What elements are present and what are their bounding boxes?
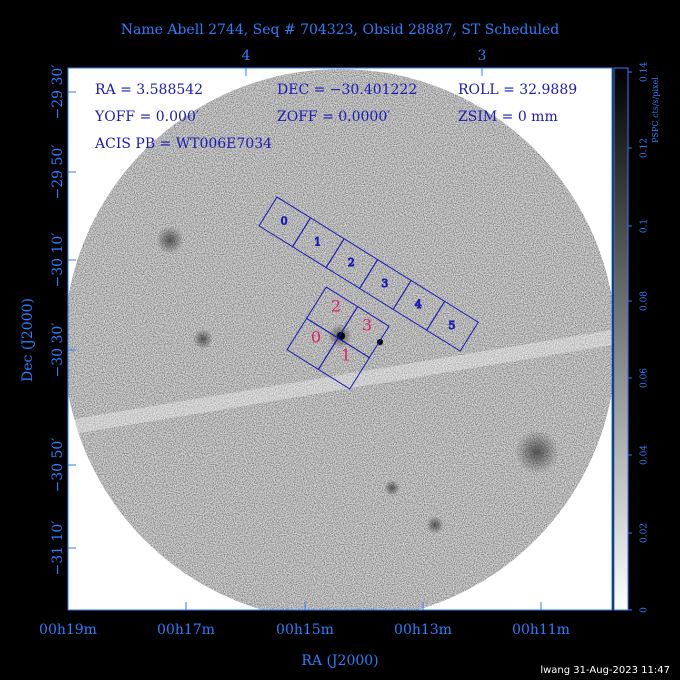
left-tick-label: −29 30′ [50,65,66,120]
colorbar-tick-label: 0.02 [640,523,650,543]
bottom-tick-label: 00h11m [512,622,570,638]
info-line: YOFF = 0.000′ [94,109,199,125]
chip-label: 0 [311,328,321,347]
chip-label: 1 [314,235,321,248]
y-axis-label: Dec (J2000) [20,298,36,382]
title: Name Abell 2744, Seq # 704323, Obsid 288… [121,22,560,38]
chip [426,300,479,352]
colorbar-tick-label: 0.04 [640,445,650,465]
info-line: ZOFF = 0.0000′ [277,109,390,125]
info-line: DEC = −30.401222 [277,82,417,98]
bottom-tick-label: 00h19m [39,622,97,638]
top-tick-label: 3 [478,48,487,64]
left-tick-label: −31 10′ [50,521,66,576]
chip-label: 2 [348,256,355,269]
chip-label: 4 [415,298,422,311]
colorbar-label: PSPC cts/s/pixel [651,77,660,143]
bottom-tick-label: 00h13m [394,622,452,638]
colorbar-tick-label: 0.14 [640,62,650,82]
info-line: ZSIM = 0 mm [458,109,558,125]
colorbar-tick-label: 0.06 [640,368,650,388]
info-line: ROLL = 32.9889 [458,82,577,98]
chip-label: 1 [341,346,351,365]
footer: lwang 31-Aug-2023 11:47 [540,665,670,676]
chip-label: 0 [281,214,288,227]
top-tick-label: 4 [242,48,251,64]
colorbar-tick-label: 0 [640,607,650,613]
colorbar-tick-label: 0.08 [640,291,650,311]
colorbar [613,67,629,611]
x-axis-label: RA (J2000) [301,653,378,669]
frame [67,67,613,611]
chips-top: 0 1 2 3 4 5 [258,196,479,352]
left-tick-label: −30 30′ [50,323,66,378]
chip-label: 3 [362,316,372,335]
left-tick-label: −30 50′ [50,438,66,493]
left-tick-label: −29 50′ [50,145,66,200]
chip-label: 5 [448,319,455,332]
info-line: RA = 3.588542 [95,82,203,98]
chip-label: 3 [381,277,388,290]
info-line: ACIS PB = WT006E7034 [94,136,272,152]
bottom-tick-label: 00h17m [157,622,215,638]
colorbar-tick-label: 0.12 [640,138,650,158]
left-tick-label: −30 10′ [50,233,66,288]
bottom-tick-label: 00h15m [276,622,334,638]
colorbar-tick-label: 0.1 [640,219,650,233]
chip-label: 2 [331,297,341,316]
chips-main [286,286,390,390]
